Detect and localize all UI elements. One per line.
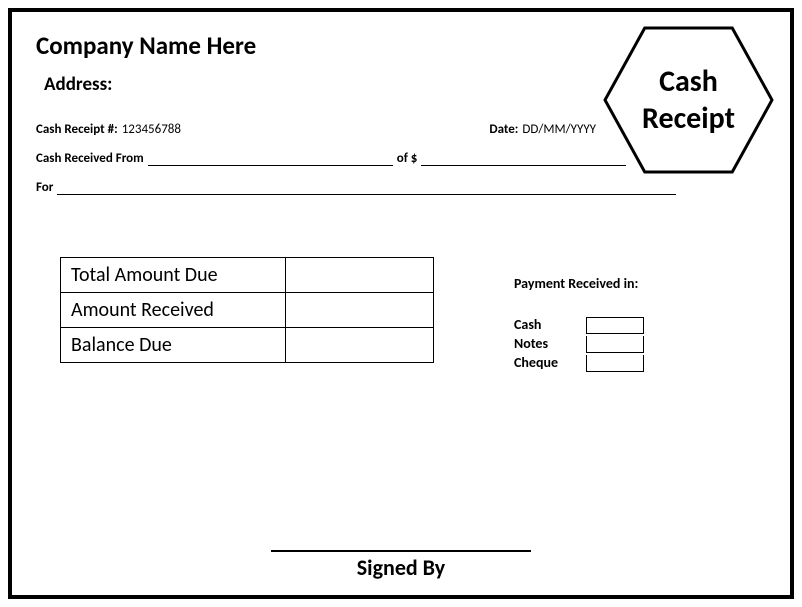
payment-heading: Payment Received in:	[514, 275, 644, 292]
of-dollar-label: of $	[397, 151, 418, 166]
amount-field[interactable]	[421, 152, 626, 166]
total-due-label: Total Amount Due	[61, 258, 286, 293]
payment-label-cash: Cash	[514, 316, 586, 335]
signature-block: Signed By	[12, 548, 790, 581]
amount-received-label: Amount Received	[61, 293, 286, 328]
table-row: Balance Due	[61, 328, 434, 363]
received-from-label: Cash Received From	[36, 151, 144, 166]
receipt-meta-row: Cash Receipt #: 123456788 Date: DD/MM/YY…	[36, 122, 596, 137]
payment-box-cheque[interactable]	[586, 355, 644, 372]
signed-by-label: Signed By	[12, 554, 790, 581]
payment-label-notes: Notes	[514, 335, 586, 354]
receipt-frame: Company Name Here Address: Cash Receipt …	[8, 8, 794, 599]
payment-row-cash: Cash	[514, 316, 644, 335]
table-row: Amount Received	[61, 293, 434, 328]
header: Company Name Here Address: Cash Receipt	[36, 30, 766, 96]
balance-due-value[interactable]	[286, 328, 434, 363]
receipt-number-value: 123456788	[122, 122, 181, 137]
payment-methods: Payment Received in: Cash Notes Cheque	[514, 257, 644, 373]
received-from-field[interactable]	[148, 152, 393, 166]
payment-row-cheque: Cheque	[514, 354, 644, 373]
received-from-row: Cash Received From of $	[36, 151, 626, 166]
signature-line[interactable]	[271, 548, 531, 552]
payment-label-cheque: Cheque	[514, 354, 586, 373]
total-due-value[interactable]	[286, 258, 434, 293]
badge-text: Cash Receipt	[601, 24, 776, 176]
receipt-number-label: Cash Receipt #:	[36, 122, 118, 137]
balance-due-label: Balance Due	[61, 328, 286, 363]
receipt-badge: Cash Receipt	[601, 24, 776, 176]
for-row: For	[36, 180, 676, 195]
for-field[interactable]	[57, 181, 676, 195]
for-label: For	[36, 180, 53, 195]
badge-line1: Cash	[659, 63, 718, 101]
badge-line2: Receipt	[642, 100, 735, 138]
lower-section: Total Amount Due Amount Received Balance…	[36, 257, 766, 373]
payment-box-notes[interactable]	[586, 336, 644, 353]
date-value: DD/MM/YYYY	[522, 122, 596, 137]
payment-row-notes: Notes	[514, 335, 644, 354]
amount-table: Total Amount Due Amount Received Balance…	[60, 257, 434, 363]
payment-box-cash[interactable]	[586, 317, 644, 334]
table-row: Total Amount Due	[61, 258, 434, 293]
date-label: Date:	[489, 122, 518, 137]
amount-received-value[interactable]	[286, 293, 434, 328]
